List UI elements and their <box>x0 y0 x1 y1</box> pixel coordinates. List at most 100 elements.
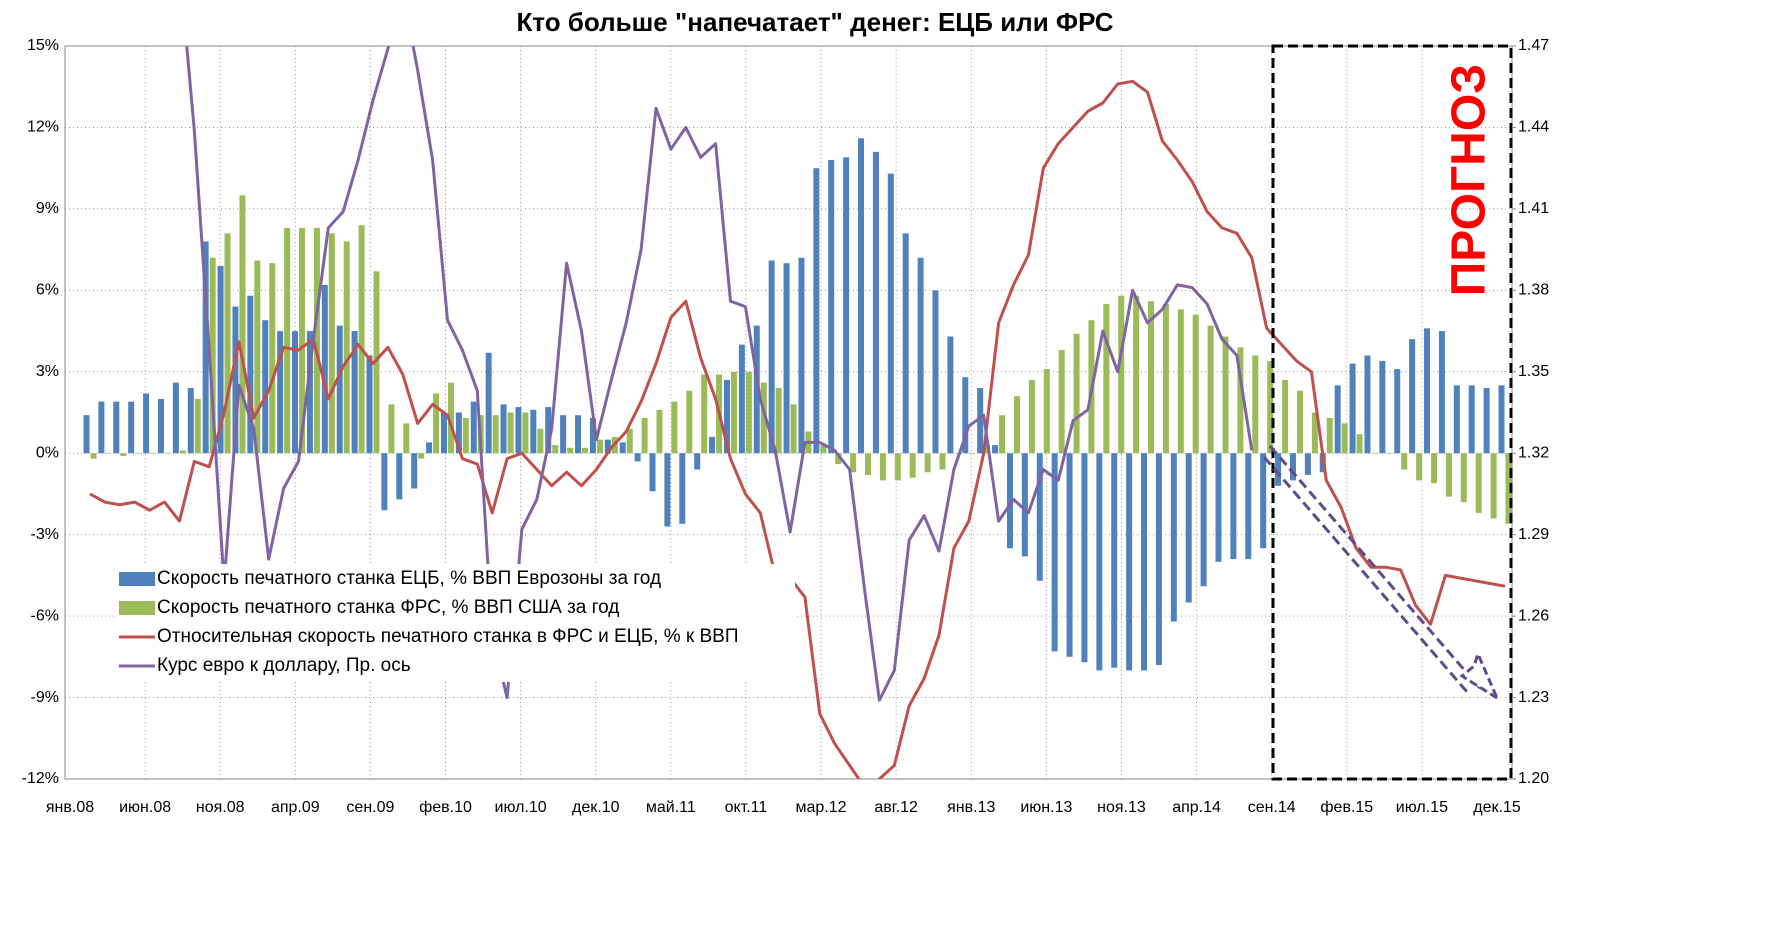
bar <box>1081 453 1088 663</box>
bar <box>232 306 239 454</box>
bar <box>1111 453 1118 668</box>
bar <box>1170 453 1177 622</box>
bar <box>939 453 946 470</box>
bar <box>1438 331 1445 454</box>
bar <box>1475 453 1482 513</box>
bar <box>656 409 663 454</box>
bar <box>1386 453 1393 454</box>
bar <box>522 412 529 454</box>
bar <box>1289 453 1296 481</box>
bar <box>850 453 857 473</box>
x-tick-label: дек.10 <box>572 799 620 816</box>
bar <box>187 388 194 454</box>
x-tick-label: фев.15 <box>1320 799 1373 816</box>
y2-tick-label: 1.23 <box>1518 689 1549 706</box>
bar <box>470 401 477 454</box>
bar <box>1267 360 1274 454</box>
x-tick-label: мар.12 <box>796 799 847 816</box>
y-tick-label: -9% <box>31 689 59 706</box>
plot-area <box>83 46 1512 779</box>
bar <box>1245 453 1252 560</box>
bar <box>83 415 90 454</box>
y2-tick-label: 1.29 <box>1518 526 1549 543</box>
bar <box>775 388 782 454</box>
bar <box>1126 453 1133 671</box>
bar <box>1141 453 1148 671</box>
bar <box>1222 336 1229 454</box>
bar <box>343 241 350 454</box>
bar <box>157 398 164 454</box>
bar <box>262 320 269 454</box>
bar <box>634 453 641 462</box>
bar <box>462 417 469 454</box>
bar <box>135 453 142 454</box>
bar <box>909 453 916 478</box>
arrow-edge <box>1262 456 1470 694</box>
bar <box>284 227 291 454</box>
bar <box>738 344 745 454</box>
bar <box>828 160 835 454</box>
bar <box>545 407 552 454</box>
bar <box>440 412 447 454</box>
bar <box>1409 339 1416 454</box>
bar <box>835 453 842 465</box>
bar <box>1364 355 1371 454</box>
bar <box>1371 453 1378 454</box>
bar <box>649 453 656 492</box>
bar <box>507 412 514 454</box>
bar <box>664 453 671 527</box>
bar <box>1275 453 1282 486</box>
bar <box>1230 453 1237 560</box>
bar <box>962 377 969 454</box>
bar <box>447 382 454 454</box>
bar <box>403 423 410 454</box>
bar <box>530 409 537 454</box>
y2-tick-label: 1.41 <box>1518 200 1549 217</box>
bar <box>411 453 418 489</box>
bar <box>426 442 433 454</box>
bar <box>143 393 150 454</box>
bar <box>1252 355 1259 454</box>
bar <box>589 417 596 454</box>
x-tick-label: сен.14 <box>1248 799 1296 816</box>
bar <box>820 445 827 454</box>
bar <box>306 331 313 454</box>
bar <box>798 257 805 454</box>
legend-label: Курс евро к доллару, Пр. ось <box>157 655 411 676</box>
bar <box>1066 453 1073 657</box>
bar <box>381 453 388 511</box>
bar <box>813 168 820 454</box>
bar <box>1043 369 1050 454</box>
y-tick-label: -3% <box>31 526 59 543</box>
y2-tick-label: 1.47 <box>1518 37 1549 54</box>
bar <box>1341 423 1348 454</box>
bar <box>619 442 626 454</box>
bar <box>328 233 335 454</box>
bar <box>150 453 157 454</box>
bar <box>924 453 931 473</box>
bar <box>843 157 850 454</box>
y2-tick-label: 1.20 <box>1518 770 1549 787</box>
bar <box>1282 379 1289 454</box>
legend-label: Относительная скорость печатного станка … <box>157 626 739 647</box>
bar <box>730 371 737 454</box>
bar <box>902 233 909 454</box>
legend-swatch <box>119 601 155 615</box>
bar <box>1051 453 1058 652</box>
bar <box>872 151 879 454</box>
bar <box>567 447 574 454</box>
bar <box>1468 385 1475 454</box>
line <box>89 79 1506 779</box>
bar <box>1192 314 1199 454</box>
bar <box>1424 328 1431 454</box>
bar <box>1483 388 1490 454</box>
bar <box>641 417 648 454</box>
arrow-head <box>1459 649 1501 702</box>
bar <box>396 453 403 500</box>
bar <box>1073 333 1080 454</box>
x-tick-label: июн.13 <box>1020 799 1072 816</box>
bar <box>351 331 358 454</box>
bar <box>745 371 752 454</box>
bar <box>299 227 306 454</box>
